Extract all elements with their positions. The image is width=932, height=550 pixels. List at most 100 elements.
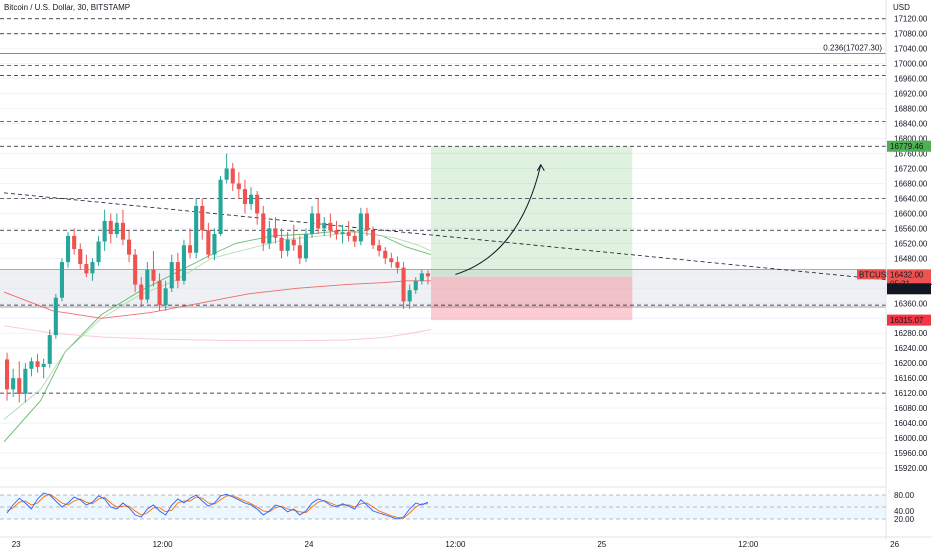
candle-body bbox=[78, 249, 83, 264]
candle-body bbox=[114, 222, 119, 235]
candle bbox=[200, 198, 205, 240]
candle-body bbox=[96, 241, 101, 263]
oscillator-tick-label: 20.00 bbox=[894, 515, 915, 524]
price-tick-label: 16360.00 bbox=[894, 299, 928, 308]
time-tick-label: 26 bbox=[890, 540, 899, 549]
candle bbox=[383, 247, 388, 264]
price-tick-label: 17120.00 bbox=[894, 15, 928, 24]
candle bbox=[425, 270, 430, 285]
candle-body bbox=[212, 234, 217, 255]
moving-average-2 bbox=[3, 231, 432, 420]
candle-body bbox=[41, 363, 46, 367]
candle-body bbox=[279, 237, 284, 251]
candle bbox=[11, 368, 16, 397]
candle bbox=[169, 254, 174, 293]
candle-body bbox=[267, 228, 272, 244]
candle bbox=[139, 277, 144, 308]
candle bbox=[175, 252, 180, 289]
candle-body bbox=[194, 205, 199, 253]
stop-price-tag-bg bbox=[887, 314, 931, 326]
currency-label: USD bbox=[893, 3, 910, 12]
candle-body bbox=[133, 254, 138, 285]
symbol-tag-bg bbox=[857, 269, 886, 280]
candle-body bbox=[47, 335, 52, 364]
candle bbox=[358, 207, 363, 246]
candle bbox=[364, 207, 369, 236]
candle bbox=[108, 213, 113, 244]
candle-body bbox=[316, 213, 321, 229]
candle bbox=[96, 235, 101, 266]
arrow-head[interactable] bbox=[536, 163, 545, 172]
candle-body bbox=[340, 232, 345, 235]
candle bbox=[346, 220, 351, 242]
candle bbox=[157, 273, 162, 311]
price-tick-label: 16480.00 bbox=[894, 254, 928, 263]
candle bbox=[236, 172, 241, 199]
candle-body bbox=[291, 239, 296, 246]
price-tick-label: 16520.00 bbox=[894, 239, 928, 248]
candle-body bbox=[358, 213, 363, 242]
projection-curve[interactable] bbox=[455, 164, 542, 275]
candle-body bbox=[72, 235, 77, 249]
candle-body bbox=[218, 179, 223, 235]
candle-body bbox=[255, 194, 260, 214]
candle bbox=[267, 220, 272, 249]
target-price-tag-bg bbox=[887, 140, 931, 152]
price-tick-label: 16800.00 bbox=[894, 135, 928, 144]
candle-body bbox=[108, 220, 113, 235]
candle-body bbox=[120, 222, 125, 240]
candle bbox=[303, 228, 308, 263]
candle-body bbox=[157, 280, 162, 306]
candle-body bbox=[127, 239, 132, 255]
candle bbox=[84, 254, 89, 278]
time-tick-label: 24 bbox=[305, 540, 314, 549]
stochastic-oscillator-pane bbox=[0, 486, 886, 520]
candle bbox=[401, 262, 406, 309]
entry-price-tag-bg bbox=[887, 283, 931, 295]
price-tick-label: 16240.00 bbox=[894, 344, 928, 353]
candle bbox=[395, 256, 400, 274]
candle bbox=[151, 250, 156, 287]
candle-body bbox=[29, 361, 34, 369]
candle-body bbox=[175, 262, 180, 281]
candle bbox=[206, 222, 211, 259]
price-tick-label: 16080.00 bbox=[894, 404, 928, 413]
candle bbox=[224, 153, 229, 184]
projection-arrow[interactable] bbox=[455, 163, 545, 275]
candle bbox=[53, 293, 58, 339]
candle bbox=[291, 224, 296, 251]
time-tick-label: 12:00 bbox=[153, 540, 174, 549]
stochastic-k-line bbox=[6, 492, 429, 520]
candle bbox=[242, 179, 247, 214]
candle-body bbox=[297, 245, 302, 259]
candle-body bbox=[151, 269, 156, 281]
price-axis[interactable]: 17120.00 17080.00 17040.00 17000.00 16960.00… bbox=[885, 0, 928, 540]
candle-body bbox=[249, 194, 254, 205]
moving-averages bbox=[3, 229, 432, 443]
candle-body bbox=[230, 168, 235, 184]
candle-body bbox=[346, 232, 351, 236]
candle-body bbox=[53, 297, 58, 336]
stochastic-d-line bbox=[6, 493, 428, 519]
candle-body bbox=[407, 290, 412, 302]
candle bbox=[102, 209, 107, 251]
price-tick-label: 17000.00 bbox=[894, 60, 928, 69]
candle-body bbox=[328, 222, 333, 231]
candle-body bbox=[35, 361, 40, 367]
candle-body bbox=[352, 235, 357, 242]
candle bbox=[5, 352, 10, 401]
candle bbox=[133, 249, 138, 293]
candle bbox=[29, 357, 34, 377]
candle bbox=[41, 358, 46, 379]
candle-body bbox=[303, 234, 308, 259]
candle bbox=[419, 269, 424, 285]
candle bbox=[35, 353, 40, 373]
candle bbox=[66, 232, 71, 268]
candle-body bbox=[401, 267, 406, 302]
candle-body bbox=[425, 273, 430, 277]
candle-body bbox=[322, 222, 327, 229]
chart-title: Bitcoin / U.S. Dollar, 30, BITSTAMP bbox=[4, 3, 130, 12]
candle bbox=[90, 258, 95, 281]
